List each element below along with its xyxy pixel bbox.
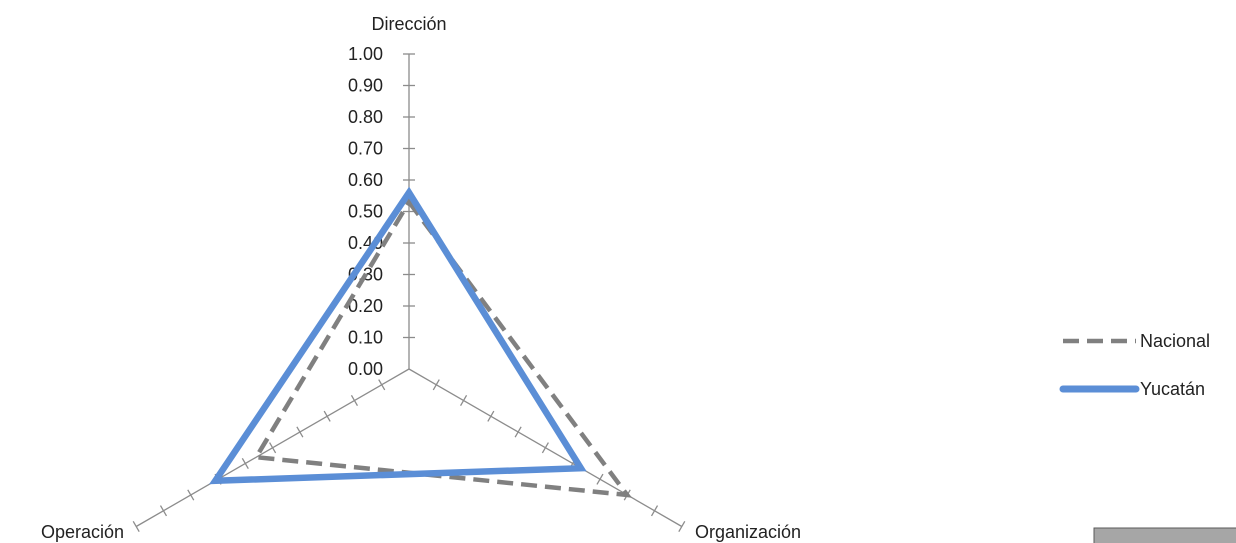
axis-tick-mark: [678, 520, 686, 533]
axis-labels: Dirección Organización Operación: [41, 14, 801, 542]
radial-tick-label: 0.20: [348, 296, 383, 316]
series-line-0: [252, 197, 633, 498]
axis-label-0: Dirección: [371, 14, 446, 34]
chart-scroll-handle[interactable]: [1093, 527, 1236, 543]
axis-label-2: Operación: [41, 522, 124, 542]
radar-series: [209, 186, 633, 498]
legend-label-0: Nacional: [1140, 331, 1210, 351]
axis-tick-mark: [296, 426, 304, 438]
axis-tick-mark: [159, 505, 168, 517]
radial-tick-label: 0.80: [348, 107, 383, 127]
axis-tick-mark: [459, 394, 468, 407]
radial-ticks: 0.000.100.200.300.400.500.600.700.800.90…: [348, 44, 383, 379]
legend: Nacional Yucatán: [1059, 331, 1210, 399]
radial-tick-label: 0.50: [348, 202, 383, 222]
axis-tick-mark: [269, 442, 277, 454]
axis-tick-mark: [596, 473, 604, 485]
axis-tick-mark: [378, 379, 386, 391]
axis-tick-mark: [350, 394, 359, 407]
axis-tick-mark: [432, 379, 440, 391]
axis-label-1: Organización: [695, 522, 801, 542]
radar-axes: [132, 53, 686, 533]
radial-tick-label: 1.00: [348, 44, 383, 64]
axis-tick-mark: [487, 410, 495, 422]
axis-tick-mark: [650, 505, 659, 517]
radial-tick-label: 0.10: [348, 328, 383, 348]
series-line-1: [209, 186, 587, 485]
legend-label-1: Yucatán: [1140, 379, 1205, 399]
radial-tick-label: 0.60: [348, 170, 383, 190]
radial-tick-label: 0.90: [348, 76, 383, 96]
axis-tick-mark: [132, 520, 140, 533]
axis-tick-mark: [241, 457, 249, 470]
axis-tick-mark: [187, 489, 195, 501]
axis-tick-mark: [541, 442, 549, 454]
radial-tick-label: 0.00: [348, 359, 383, 379]
axis-tick-mark: [323, 410, 331, 422]
axis-tick-mark: [514, 426, 522, 438]
radial-tick-label: 0.70: [348, 139, 383, 159]
